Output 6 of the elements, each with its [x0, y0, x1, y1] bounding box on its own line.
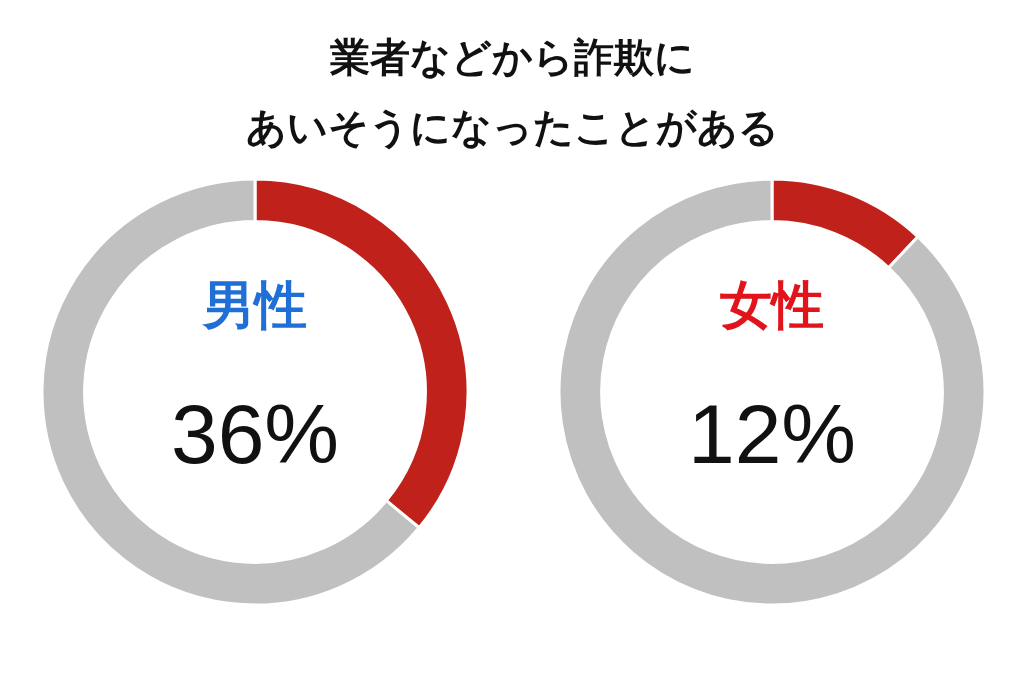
text: 36% — [170, 387, 340, 482]
text: 男性 — [201, 275, 308, 335]
text: 業者などから詐欺に — [328, 33, 696, 82]
text: あいそうになったことがある — [244, 103, 780, 152]
text: 女性 — [719, 275, 825, 335]
text: 12% — [687, 387, 857, 482]
